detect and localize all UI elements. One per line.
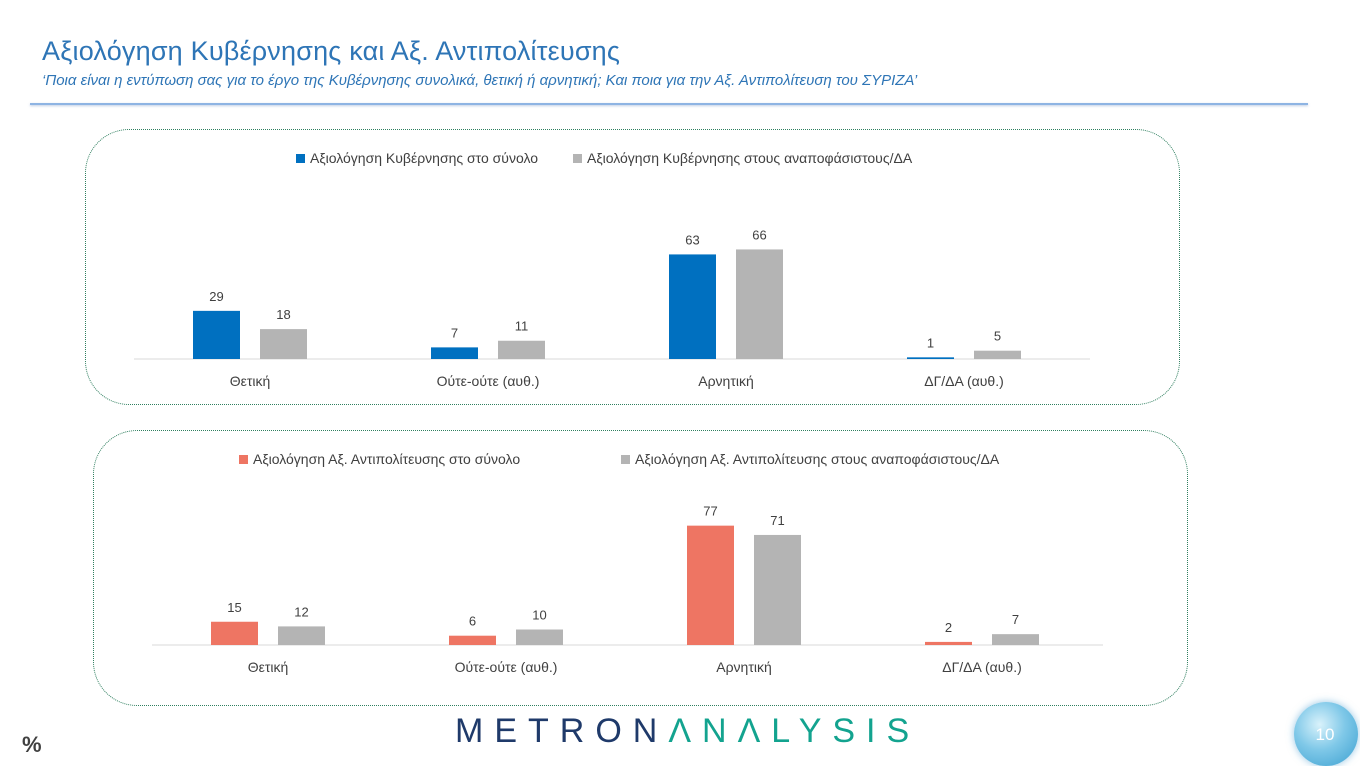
data-label: 71 xyxy=(770,513,784,528)
bar xyxy=(907,357,954,359)
data-label: 18 xyxy=(276,307,290,322)
data-label: 63 xyxy=(685,232,699,247)
bar xyxy=(925,641,972,645)
bar xyxy=(498,340,545,359)
legend-label: Αξιολόγηση Αξ. Αντιπολίτευσης στους αναπ… xyxy=(635,451,1000,467)
title-divider xyxy=(30,103,1308,105)
bar xyxy=(974,350,1021,359)
bar xyxy=(260,329,307,359)
data-label: 29 xyxy=(209,289,223,304)
metron-analysis-logo: METRONΛNΛLYSIS xyxy=(455,712,921,750)
page-title: Αξιολόγηση Κυβέρνησης και Αξ. Αντιπολίτε… xyxy=(42,36,621,66)
bar xyxy=(449,635,496,645)
category-label: ΔΓ/ΔΑ (αυθ.) xyxy=(942,659,1022,675)
data-label: 12 xyxy=(294,604,308,619)
legend-swatch xyxy=(296,154,305,163)
data-label: 1 xyxy=(927,335,934,350)
bar xyxy=(211,621,258,645)
opposition-chart-panel: Αξιολόγηση Αξ. Αντιπολίτευσης στο σύνολο… xyxy=(93,430,1188,706)
bar xyxy=(736,249,783,359)
bar xyxy=(669,254,716,359)
bar xyxy=(992,634,1039,645)
data-label: 7 xyxy=(1012,612,1019,627)
category-label: Ούτε-ούτε (αυθ.) xyxy=(455,659,558,675)
legend-swatch xyxy=(573,154,582,163)
data-label: 11 xyxy=(515,319,529,334)
category-label: Θετική xyxy=(230,373,271,389)
legend-swatch xyxy=(621,455,630,464)
data-label: 15 xyxy=(227,600,241,615)
category-label: ΔΓ/ΔΑ (αυθ.) xyxy=(924,373,1004,389)
unit-label: % xyxy=(22,732,42,757)
category-label: Αρνητική xyxy=(698,373,754,389)
category-label: Θετική xyxy=(248,659,289,675)
data-label: 5 xyxy=(994,329,1001,344)
government-chart: Αξιολόγηση Κυβέρνησης στο σύνολο Αξιολόγη… xyxy=(134,150,1090,389)
data-label: 6 xyxy=(469,614,476,629)
legend-swatch xyxy=(239,455,248,464)
legend-label: Αξιολόγηση Κυβέρνησης στο σύνολο xyxy=(310,150,538,166)
bar xyxy=(687,525,734,645)
data-label: 10 xyxy=(532,608,546,623)
bar xyxy=(516,629,563,645)
data-label: 2 xyxy=(945,620,952,635)
legend-label: Αξιολόγηση Αξ. Αντιπολίτευσης στο σύνολο xyxy=(253,451,520,467)
category-label: Ούτε-ούτε (αυθ.) xyxy=(437,373,540,389)
data-label: 77 xyxy=(703,504,717,519)
bar xyxy=(431,347,478,359)
data-label: 7 xyxy=(451,325,458,340)
legend-label: Αξιολόγηση Κυβέρνησης στους αναποφάσιστο… xyxy=(587,150,913,166)
opposition-chart: Αξιολόγηση Αξ. Αντιπολίτευσης στο σύνολο… xyxy=(152,451,1103,675)
bar xyxy=(754,534,801,645)
bar xyxy=(278,626,325,645)
data-label: 66 xyxy=(752,227,766,242)
page-number: 10 xyxy=(1315,725,1335,744)
page-number-badge xyxy=(1294,702,1358,766)
bar xyxy=(193,310,240,359)
category-label: Αρνητική xyxy=(716,659,772,675)
page-subtitle: ‘Ποια είναι η εντύπωση σας για το έργο τ… xyxy=(42,72,918,89)
government-chart-panel: Αξιολόγηση Κυβέρνησης στο σύνολο Αξιολόγη… xyxy=(85,129,1180,405)
